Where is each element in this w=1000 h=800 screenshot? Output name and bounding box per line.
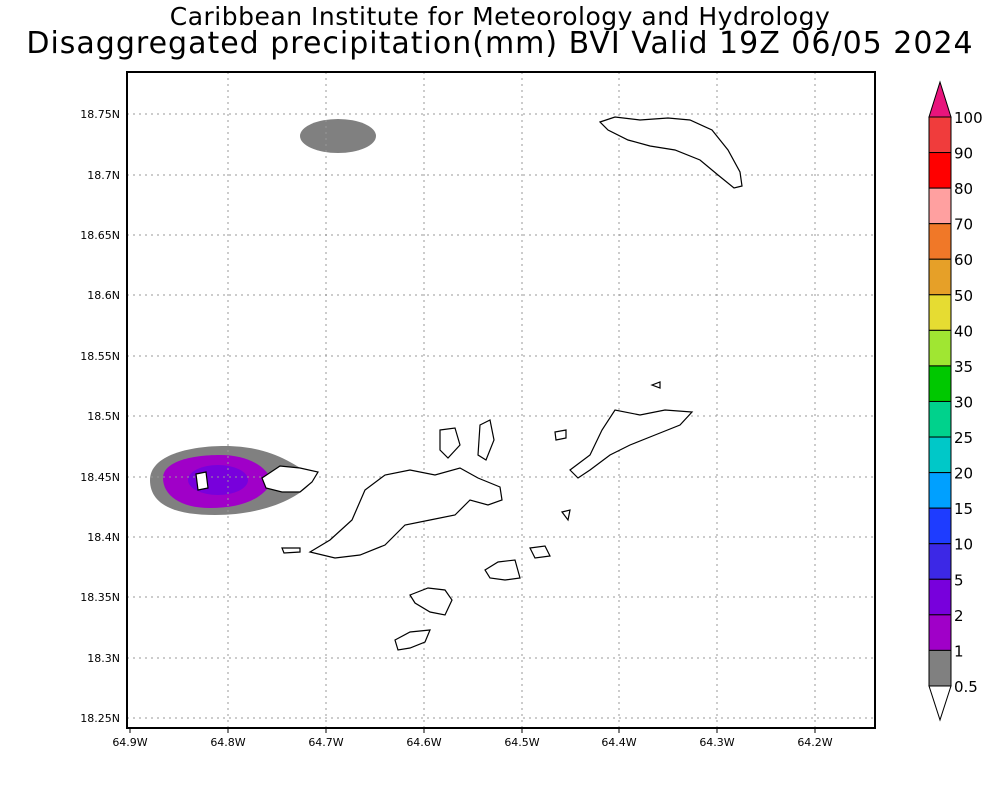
lat-label: 18.3N (87, 652, 120, 665)
colorbar-segment (928, 258, 952, 296)
title-institute: Caribbean Institute for Meteorology and … (169, 2, 831, 31)
island-fallen-jerusalem (529, 545, 551, 559)
island-ginger-cooper (409, 587, 453, 616)
lat-label: 18.5N (87, 410, 120, 423)
lon-label: 64.9W (112, 736, 147, 749)
island-cays-1 (554, 429, 567, 441)
map-frame (126, 71, 876, 729)
island-norman-peter (394, 629, 431, 651)
lon-label: 64.4W (601, 736, 636, 749)
island-tortola (308, 467, 503, 559)
colorbar-label: 15 (954, 500, 973, 518)
lon-label: 64.2W (797, 736, 832, 749)
island-cays-3 (560, 509, 571, 522)
lat-label: 18.75N (80, 108, 120, 121)
lon-label: 64.5W (504, 736, 539, 749)
colorbar-label: 30 (954, 393, 973, 411)
precip-gray-west (300, 119, 376, 153)
colorbar-label: 2 (954, 607, 964, 625)
lat-label: 18.4N (87, 531, 120, 544)
colorbar-label: 100 (954, 109, 983, 127)
colorbar-label: 40 (954, 322, 973, 340)
colorbar-segment (928, 223, 952, 260)
colorbar-label: 80 (954, 180, 973, 198)
colorbar-label: 25 (954, 429, 973, 447)
colorbar-segment (928, 187, 952, 225)
island-great-camanoe (439, 427, 461, 459)
colorbar-segment (928, 614, 952, 651)
colorbar-bottom-arrow (928, 685, 952, 722)
lat-label: 18.25N (80, 712, 120, 725)
lat-label: 18.65N (80, 229, 120, 242)
islands (195, 116, 743, 651)
island-anegada (598, 116, 743, 189)
colorbar-segment (928, 152, 952, 189)
colorbar-segment (928, 578, 952, 616)
lon-axis: 64.9W 64.8W 64.7W 64.6W 64.5W 64.4W 64.3… (112, 728, 833, 749)
lat-label: 18.6N (87, 289, 120, 302)
lat-axis: 18.75N 18.7N 18.65N 18.6N 18.55N 18.5N 1… (80, 108, 120, 725)
colorbar: 100 90 80 70 60 50 40 35 30 25 20 15 10 5 2 1 0.5 (928, 80, 983, 722)
colorbar-label: 90 (954, 145, 973, 163)
island-cays-2 (281, 547, 301, 554)
title-product: Disaggregated precipitation(mm) BVI Vali… (26, 26, 974, 61)
colorbar-segment (928, 649, 952, 687)
colorbar-segment (928, 329, 952, 367)
colorbar-segment (928, 294, 952, 331)
island-virgin-gorda (569, 409, 694, 479)
island-necker (650, 381, 661, 389)
island-salt-cooper (484, 559, 521, 581)
colorbar-label: 35 (954, 358, 973, 376)
lat-label: 18.55N (80, 350, 120, 363)
lat-label: 18.45N (80, 471, 120, 484)
colorbar-segment (928, 436, 952, 474)
colorbar-label: 60 (954, 251, 973, 269)
colorbar-segment (928, 365, 952, 402)
colorbar-segment (928, 507, 952, 545)
island-scrub (477, 419, 495, 461)
colorbar-label: 10 (954, 536, 973, 554)
lon-label: 64.3W (699, 736, 734, 749)
colorbar-segment (928, 543, 952, 580)
colorbar-label: 1 (954, 642, 964, 660)
colorbar-segment (928, 472, 952, 509)
colorbar-segment (928, 400, 952, 438)
island-jost-van-dyke (261, 465, 319, 493)
lat-label: 18.7N (87, 169, 120, 182)
lon-label: 64.6W (406, 736, 441, 749)
colorbar-label: 0.5 (954, 678, 978, 696)
colorbar-label: 5 (954, 571, 964, 589)
colorbar-label: 70 (954, 216, 973, 234)
colorbar-label: 20 (954, 465, 973, 483)
lon-label: 64.8W (210, 736, 245, 749)
lon-label: 64.7W (308, 736, 343, 749)
colorbar-segment (928, 116, 952, 154)
colorbar-label: 50 (954, 287, 973, 305)
lat-label: 18.35N (80, 591, 120, 604)
grid-lines (127, 72, 875, 728)
colorbar-top-arrow (928, 80, 952, 118)
precip-field (150, 119, 376, 515)
island-small-west (195, 471, 209, 491)
